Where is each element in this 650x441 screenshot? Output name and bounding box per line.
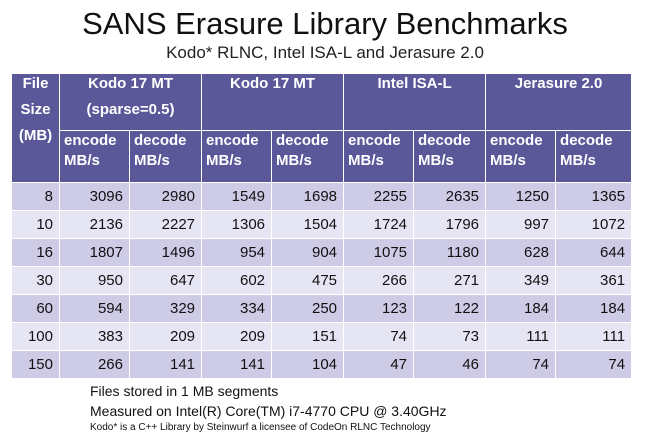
table-cell: 104 bbox=[271, 350, 345, 379]
note-segments: Files stored in 1 MB segments bbox=[90, 383, 279, 399]
file-size-cell: 8 bbox=[11, 182, 60, 211]
table-cell: 46 bbox=[413, 350, 487, 379]
group-header-label: Kodo 17 MT bbox=[230, 75, 316, 92]
table-cell: 904 bbox=[271, 238, 345, 267]
table-cell: 74 bbox=[343, 322, 415, 351]
table-cell: 151 bbox=[271, 322, 345, 351]
table-cell: 349 bbox=[485, 266, 557, 295]
benchmark-table: File Size (MB) Kodo 17 MT (sparse=0.5) K… bbox=[11, 73, 633, 379]
table-cell: 74 bbox=[555, 350, 633, 379]
table-cell: 111 bbox=[485, 322, 557, 351]
group-header-kodo-sparse: Kodo 17 MT (sparse=0.5) bbox=[58, 73, 203, 131]
group-header-label: Kodo 17 MT bbox=[88, 75, 173, 92]
table-cell: 2635 bbox=[413, 182, 487, 211]
encode-header: encode MB/s bbox=[201, 130, 273, 183]
table-cell: 1549 bbox=[201, 182, 273, 211]
table-cell: 184 bbox=[485, 294, 557, 323]
table-cell: 644 bbox=[555, 238, 633, 267]
table-cell: 2980 bbox=[128, 182, 203, 211]
group-header-jerasure: Jerasure 2.0 bbox=[485, 73, 633, 131]
table-cell: 383 bbox=[59, 322, 130, 351]
table-cell: 602 bbox=[201, 266, 273, 295]
table-row: 10 2136 2227 1306 1504 1724 1796 997 107… bbox=[11, 210, 633, 239]
table-cell: 1724 bbox=[343, 210, 415, 239]
table-cell: 950 bbox=[59, 266, 130, 295]
table-cell: 141 bbox=[201, 350, 273, 379]
table-cell: 329 bbox=[128, 294, 203, 323]
subheader-row: encode MB/s decode MB/s encode MB/s decode M… bbox=[12, 130, 633, 183]
table-cell: 2255 bbox=[343, 182, 415, 211]
file-size-cell: 60 bbox=[11, 294, 60, 323]
table-cell: 1504 bbox=[271, 210, 345, 239]
table-cell: 954 bbox=[201, 238, 273, 267]
table-cell: 1072 bbox=[555, 210, 633, 239]
table-cell: 266 bbox=[343, 266, 415, 295]
note-cpu: Measured on Intel(R) Core(TM) i7-4770 CP… bbox=[90, 403, 447, 419]
file-size-header: File Size (MB) bbox=[11, 73, 60, 183]
decode-header: decode MB/s bbox=[555, 130, 633, 183]
encode-header: encode MB/s bbox=[485, 130, 557, 183]
table-cell: 997 bbox=[485, 210, 557, 239]
file-size-cell: 30 bbox=[11, 266, 60, 295]
group-header-intel-isal: Intel ISA-L bbox=[343, 73, 487, 131]
table-cell: 1365 bbox=[555, 182, 633, 211]
table-row: 8 3096 2980 1549 1698 2255 2635 1250 136… bbox=[11, 182, 633, 211]
page-title: SANS Erasure Library Benchmarks bbox=[82, 6, 568, 41]
table-cell: 111 bbox=[555, 322, 633, 351]
table-row: 100 383 209 209 151 74 73 111 111 bbox=[11, 322, 633, 351]
page-subtitle: Kodo* RLNC, Intel ISA-L and Jerasure 2.0 bbox=[166, 43, 484, 62]
decode-header: decode MB/s bbox=[413, 130, 487, 183]
decode-header: decode MB/s bbox=[271, 130, 345, 183]
group-header-kodo: Kodo 17 MT bbox=[201, 73, 345, 131]
file-size-header-line2: Size bbox=[20, 101, 51, 118]
note-license: Kodo* is a C++ Library by Steinwurf a li… bbox=[90, 422, 431, 433]
table-cell: 2136 bbox=[59, 210, 130, 239]
file-size-cell: 150 bbox=[11, 350, 60, 379]
table-cell: 594 bbox=[59, 294, 130, 323]
encode-header: encode MB/s bbox=[59, 130, 130, 183]
table-cell: 141 bbox=[128, 350, 203, 379]
table-row: 16 1807 1496 954 904 1075 1180 628 644 bbox=[11, 238, 633, 267]
table-cell: 647 bbox=[128, 266, 203, 295]
table-cell: 209 bbox=[128, 322, 203, 351]
table-cell: 361 bbox=[555, 266, 633, 295]
group-header-label: Intel ISA-L bbox=[377, 75, 452, 92]
table-cell: 123 bbox=[343, 294, 415, 323]
table-cell: 271 bbox=[413, 266, 487, 295]
file-size-header-line1: File bbox=[22, 75, 49, 92]
table-cell: 1496 bbox=[128, 238, 203, 267]
table-cell: 1698 bbox=[271, 182, 345, 211]
table-cell: 122 bbox=[413, 294, 487, 323]
table-cell: 475 bbox=[271, 266, 345, 295]
table-cell: 184 bbox=[555, 294, 633, 323]
table-cell: 47 bbox=[343, 350, 415, 379]
table-cell: 3096 bbox=[59, 182, 130, 211]
file-size-cell: 100 bbox=[11, 322, 60, 351]
file-size-cell: 16 bbox=[11, 238, 60, 267]
table-row: 30 950 647 602 475 266 271 349 361 bbox=[11, 266, 633, 295]
table-cell: 1796 bbox=[413, 210, 487, 239]
decode-header: decode MB/s bbox=[128, 130, 203, 183]
table-cell: 1807 bbox=[59, 238, 130, 267]
table-cell: 1180 bbox=[413, 238, 487, 267]
table-cell: 73 bbox=[413, 322, 487, 351]
table-cell: 628 bbox=[485, 238, 557, 267]
table-cell: 209 bbox=[201, 322, 273, 351]
table-cell: 334 bbox=[201, 294, 273, 323]
group-header-label: Jerasure 2.0 bbox=[514, 75, 603, 92]
table-cell: 1250 bbox=[485, 182, 557, 211]
encode-header: encode MB/s bbox=[343, 130, 415, 183]
file-size-header-line3: (MB) bbox=[18, 127, 53, 144]
table-cell: 1075 bbox=[343, 238, 415, 267]
table-cell: 266 bbox=[59, 350, 130, 379]
table-cell: 1306 bbox=[201, 210, 273, 239]
table-row: 150 266 141 141 104 47 46 74 74 bbox=[11, 350, 633, 379]
table-cell: 250 bbox=[271, 294, 345, 323]
group-header-sublabel: (sparse=0.5) bbox=[86, 101, 175, 118]
table-cell: 2227 bbox=[128, 210, 203, 239]
file-size-cell: 10 bbox=[11, 210, 60, 239]
table-cell: 74 bbox=[485, 350, 557, 379]
table-row: 60 594 329 334 250 123 122 184 184 bbox=[11, 294, 633, 323]
